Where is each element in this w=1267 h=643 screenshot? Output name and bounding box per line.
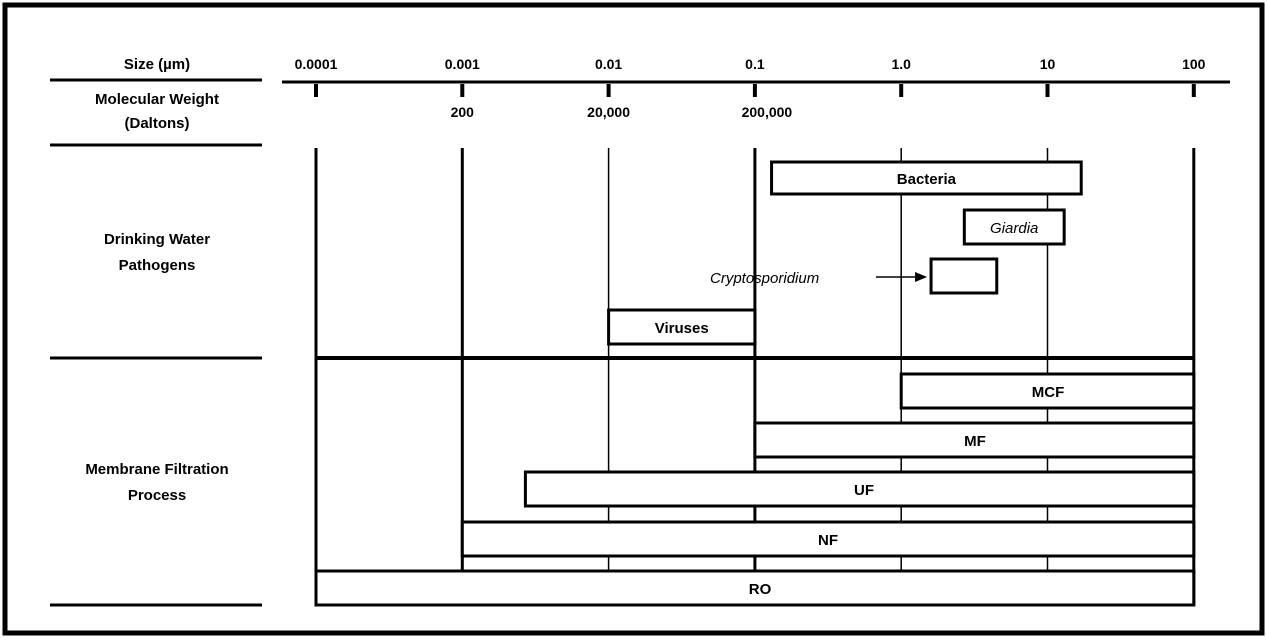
process-label: MCF: [1032, 384, 1065, 401]
mw-tick-label: 200,000: [742, 104, 793, 120]
process-label: UF: [854, 482, 874, 499]
pathogen-bar: [929, 257, 999, 295]
mw-tick-label: 200: [451, 104, 475, 120]
size-label: Size (µm): [124, 56, 190, 73]
process-label: MF: [964, 433, 986, 450]
size-tick-label: 0.0001: [295, 56, 338, 72]
mw-label-line2: (Daltons): [125, 115, 190, 132]
mw-label-line1: Molecular Weight: [95, 91, 219, 108]
mw-tick-label: 20,000: [587, 104, 630, 120]
pathogen-bar: [770, 160, 1083, 196]
size-tick-label: 0.01: [595, 56, 622, 72]
pathogens-label-line1: Drinking Water: [104, 231, 210, 248]
process-bar: [460, 520, 1196, 558]
filtration-label-line1: Membrane Filtration: [85, 461, 228, 478]
pathogen-label: Giardia: [990, 220, 1038, 237]
arrow-icon: [915, 272, 928, 282]
size-tick-label: 0.001: [445, 56, 480, 72]
pathogens-label-line2: Pathogens: [119, 257, 196, 274]
process-bar: [314, 569, 1196, 607]
process-bar: [899, 372, 1196, 410]
size-tick-label: 0.1: [745, 56, 765, 72]
process-label: NF: [818, 532, 838, 549]
pathogen-label: Cryptosporidium: [710, 270, 819, 287]
process-bar: [523, 470, 1196, 508]
pathogen-label: Bacteria: [897, 171, 957, 188]
process-bar: [753, 421, 1196, 459]
filtration-label-line2: Process: [128, 487, 186, 504]
size-tick-label: 10: [1040, 56, 1056, 72]
process-label: RO: [749, 581, 772, 598]
range-bars: Bacteria Giardia Cryptosporidium Viruses MCF…: [314, 160, 1196, 607]
pathogen-label: Viruses: [655, 320, 709, 337]
size-tick-label: 1.0: [891, 56, 911, 72]
size-tick-label: 100: [1182, 56, 1206, 72]
pathogen-bar: [962, 208, 1066, 246]
pathogen-bar: [607, 308, 757, 346]
axis-ticks: 0.0001 0.001 0.01 0.1 1.0 10 100 200 20,000 200,0…: [295, 56, 1206, 120]
